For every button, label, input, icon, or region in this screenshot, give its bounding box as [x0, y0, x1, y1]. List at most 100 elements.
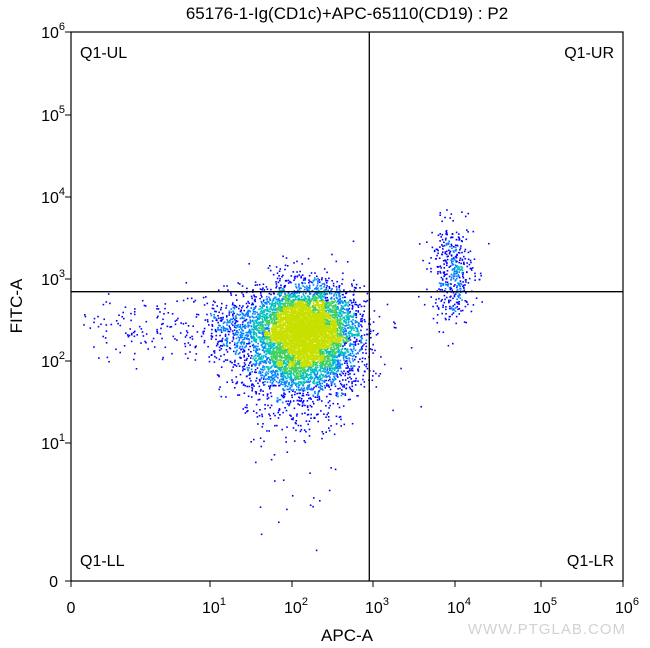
event-dot: [237, 336, 240, 338]
event-dot: [297, 333, 300, 335]
event-dot: [339, 345, 342, 347]
event-dot: [293, 336, 296, 339]
event-dot: [325, 365, 328, 368]
event-dot: [349, 339, 352, 341]
event-dot: [264, 324, 267, 327]
event-dot: [274, 328, 277, 330]
event-dot: [351, 334, 354, 337]
event-dot: [311, 289, 314, 292]
event-dot: [337, 333, 339, 336]
event-dot: [336, 288, 338, 290]
event-dot: [360, 339, 362, 341]
event-dot: [335, 326, 337, 328]
event-dot: [324, 368, 327, 371]
event-dot: [291, 333, 294, 335]
event-dot: [353, 314, 355, 316]
event-dot: [258, 364, 261, 367]
event-dot: [258, 317, 261, 320]
event-dot: [239, 341, 242, 344]
event-dot: [322, 309, 325, 311]
event-dot: [274, 296, 277, 299]
event-dot: [337, 341, 339, 343]
event-dot: [329, 327, 331, 330]
event-dot: [283, 286, 286, 289]
event-dot: [262, 357, 264, 359]
event-dot: [349, 352, 352, 355]
event-dot: [353, 312, 355, 315]
event-dot: [272, 324, 274, 327]
event-dot: [257, 327, 260, 329]
event-dot: [290, 313, 292, 316]
event-dot: [341, 348, 344, 350]
event-dot: [338, 294, 340, 296]
event-dot: [265, 314, 268, 316]
event-dot: [273, 297, 275, 300]
event-dot: [360, 341, 362, 344]
event-dot: [345, 308, 348, 311]
event-dot: [340, 315, 343, 317]
event-dot: [273, 366, 276, 368]
event-dot: [338, 295, 341, 298]
event-dot: [306, 350, 308, 353]
event-dot: [346, 337, 349, 340]
event-dot: [273, 338, 276, 340]
event-dot: [266, 322, 269, 325]
event-dot: [329, 365, 332, 368]
event-dot: [268, 331, 271, 333]
event-dot: [333, 328, 335, 331]
event-dot: [289, 339, 292, 341]
event-dot: [302, 279, 305, 281]
event-dot: [278, 291, 281, 294]
event-dot: [259, 340, 261, 342]
event-dot: [276, 340, 279, 343]
event-dot: [313, 351, 315, 353]
event-dot: [286, 355, 289, 358]
event-dot: [349, 345, 351, 347]
event-dot: [363, 310, 365, 313]
event-dot: [331, 316, 334, 319]
event-dot: [337, 365, 340, 368]
event-dot: [277, 315, 280, 318]
event-dot: [313, 309, 316, 311]
event-dot: [279, 295, 281, 298]
event-dot: [349, 299, 351, 302]
event-dot: [310, 364, 313, 366]
event-dot: [302, 325, 305, 327]
event-dot: [328, 311, 330, 313]
event-dot: [331, 357, 334, 360]
event-dot: [314, 277, 316, 279]
event-dot: [316, 348, 318, 351]
event-dot: [351, 358, 354, 360]
event-dot: [323, 341, 325, 344]
event-dot: [330, 354, 332, 356]
event-dot: [324, 327, 327, 330]
event-dot: [276, 325, 279, 327]
event-dot: [338, 285, 341, 287]
event-dot: [273, 340, 276, 342]
event-dot: [335, 286, 338, 288]
event-dot: [272, 344, 275, 346]
event-dot: [297, 334, 300, 336]
event-dot: [360, 349, 362, 351]
event-dot: [265, 355, 267, 358]
event-dot: [320, 349, 323, 351]
event-dot: [338, 319, 340, 321]
event-dot: [298, 352, 301, 355]
event-dot: [283, 336, 285, 339]
event-dot: [293, 276, 296, 278]
event-dot: [357, 311, 360, 313]
event-dot: [248, 328, 251, 331]
event-dot: [357, 361, 360, 363]
event-dot: [297, 321, 300, 323]
event-dot: [318, 308, 321, 310]
event-dot: [275, 307, 277, 310]
event-dot: [322, 293, 325, 295]
event-dot: [289, 336, 292, 338]
event-dot: [331, 296, 333, 299]
event-dot: [327, 324, 330, 327]
event-dot: [283, 306, 286, 308]
event-dot: [321, 305, 324, 308]
event-dot: [284, 331, 287, 333]
event-dot: [261, 333, 264, 335]
event-dot: [338, 288, 341, 291]
